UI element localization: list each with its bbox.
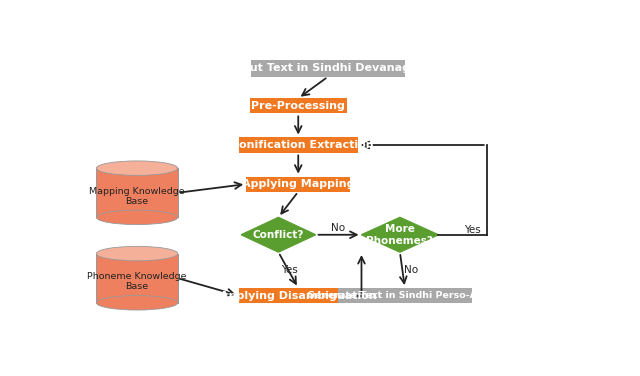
FancyBboxPatch shape <box>250 99 347 114</box>
Ellipse shape <box>97 246 178 261</box>
Ellipse shape <box>97 210 178 224</box>
Text: Applying Mapping: Applying Mapping <box>242 179 355 189</box>
Text: No: No <box>332 223 346 232</box>
Text: Phonification Extraction: Phonification Extraction <box>223 140 374 150</box>
Ellipse shape <box>97 296 178 310</box>
Text: Phoneme Knowledge
Base: Phoneme Knowledge Base <box>87 272 187 291</box>
Text: Yes: Yes <box>464 224 481 235</box>
Text: Generate Text in Sindhi Perso-Arabic: Generate Text in Sindhi Perso-Arabic <box>307 291 503 300</box>
Text: Input Text in Sindhi Devanagari: Input Text in Sindhi Devanagari <box>230 63 426 73</box>
Bar <box>97 168 178 217</box>
Text: Conflict?: Conflict? <box>253 230 304 240</box>
FancyBboxPatch shape <box>239 138 358 153</box>
FancyBboxPatch shape <box>246 177 350 192</box>
Polygon shape <box>362 217 438 252</box>
Text: More
Phonemes?: More Phonemes? <box>367 224 433 246</box>
Ellipse shape <box>97 161 178 175</box>
Bar <box>97 253 178 303</box>
Text: Applying Disambiguation: Applying Disambiguation <box>220 291 376 300</box>
Text: No: No <box>404 265 418 275</box>
FancyBboxPatch shape <box>251 60 405 77</box>
FancyBboxPatch shape <box>338 288 472 303</box>
FancyBboxPatch shape <box>239 288 358 303</box>
Text: Yes: Yes <box>281 265 298 275</box>
Polygon shape <box>241 217 316 252</box>
Text: Mapping Knowledge
Base: Mapping Knowledge Base <box>89 186 185 206</box>
Text: Pre-Processing: Pre-Processing <box>252 101 345 111</box>
